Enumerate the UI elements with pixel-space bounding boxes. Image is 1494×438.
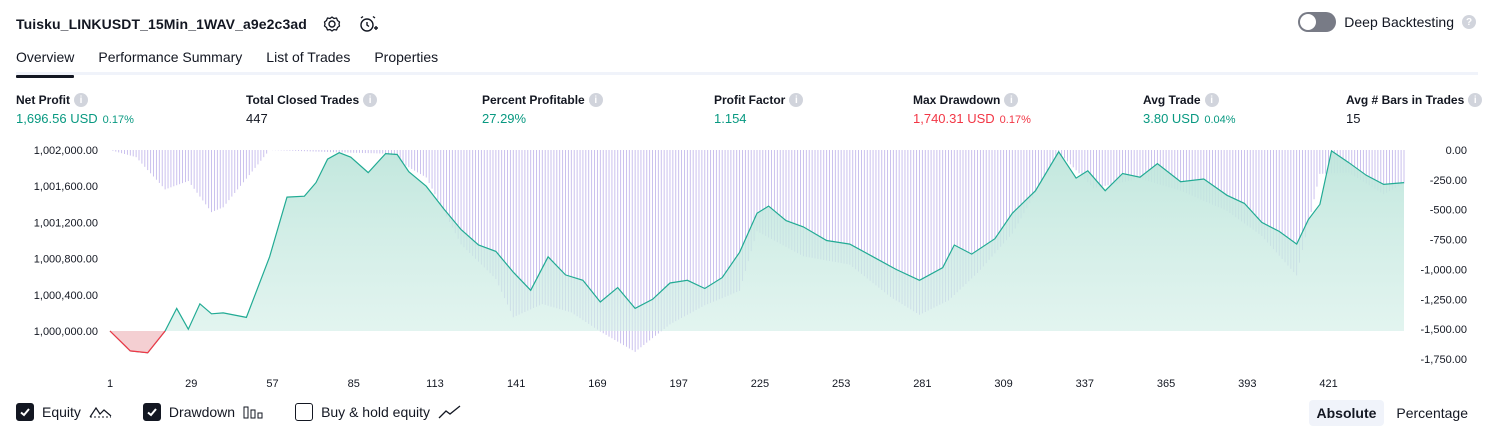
metric-value: 447 (246, 111, 268, 126)
legend-equity-label: Equity (42, 404, 81, 420)
add-alert-icon[interactable] (357, 13, 379, 35)
equity-chart-svg[interactable]: 1,002,000.00 1,001,600.00 1,001,200.00 1,00… (0, 140, 1494, 390)
legend-drawdown[interactable]: Drawdown (142, 403, 265, 421)
legend-buy-hold-label: Buy & hold equity (321, 404, 431, 420)
tab-overview[interactable]: Overview (16, 44, 75, 78)
equity-area (110, 150, 1404, 353)
absolute-button[interactable]: Absolute (1308, 400, 1385, 426)
x-axis-tick: 57 (266, 378, 278, 390)
metric-label: Avg Trade (1143, 93, 1201, 107)
metric-value: 27.29% (482, 111, 527, 126)
metric-value: 15 (1346, 111, 1361, 126)
strategy-title: Tuisku_LINKUSDT_15Min_1WAV_a9e2c3ad (16, 16, 307, 32)
info-icon[interactable]: i (1204, 93, 1219, 107)
x-axis-tick: 421 (1319, 378, 1337, 390)
metric-max-drawdown: Max Drawdown i 1,740.31 USD 0.17% (913, 93, 1031, 126)
x-axis-tick: 365 (1157, 378, 1175, 390)
right-axis-tick: -1,500.00 (1421, 324, 1467, 336)
deep-backtesting-control: Deep Backtesting ? (1298, 12, 1476, 32)
metric-label: Net Profit (16, 93, 70, 107)
info-icon[interactable]: i (588, 93, 603, 107)
legend-drawdown-label: Drawdown (168, 404, 236, 420)
x-axis-tick: 309 (994, 378, 1012, 390)
metric-avg-trade: Avg Trade i 3.80 USD 0.04% (1143, 93, 1236, 126)
x-axis-tick: 393 (1238, 378, 1256, 390)
left-axis-tick: 1,000,000.00 (34, 326, 98, 338)
left-axis-tick: 1,000,800.00 (34, 254, 98, 266)
tab-performance-summary[interactable]: Performance Summary (98, 49, 243, 65)
equity-checkbox[interactable] (16, 403, 34, 421)
info-icon[interactable]: i (1004, 93, 1019, 107)
right-axis-tick: -1,250.00 (1421, 294, 1467, 306)
metric-net-profit: Net Profit i 1,696.56 USD 0.17% (16, 93, 134, 126)
info-icon[interactable]: i (1468, 93, 1483, 107)
metric-label: Max Drawdown (913, 93, 1001, 107)
left-axis-tick: 1,001,200.00 (34, 217, 98, 229)
equity-line-icon (89, 406, 112, 418)
x-axis-tick: 281 (913, 378, 931, 390)
metric-label: Avg # Bars in Trades (1346, 93, 1465, 107)
equity-chart[interactable]: 1,002,000.00 1,001,600.00 1,001,200.00 1,00… (0, 140, 1494, 390)
left-axis-tick: 1,000,400.00 (34, 290, 98, 302)
strategy-header: Tuisku_LINKUSDT_15Min_1WAV_a9e2c3ad (16, 10, 379, 38)
right-axis-tick: 0.00 (1446, 145, 1467, 157)
right-axis-tick: -1,750.00 (1421, 354, 1467, 366)
metric-value: 1,740.31 USD (913, 111, 995, 126)
metric-value: 1.154 (714, 111, 747, 126)
toggle-knob (1300, 14, 1317, 30)
drawdown-checkbox[interactable] (142, 403, 161, 421)
x-axis-tick: 29 (185, 378, 197, 390)
metric-total-closed-trades: Total Closed Trades i 447 (246, 93, 378, 126)
info-icon[interactable]: i (363, 93, 378, 107)
help-icon[interactable]: ? (1462, 15, 1476, 29)
metric-value: 1,696.56 USD (16, 111, 98, 126)
buy-hold-line-icon (438, 405, 461, 419)
right-axis-tick: -1,000.00 (1421, 264, 1467, 276)
deep-backtesting-toggle[interactable] (1298, 12, 1337, 32)
metric-profit-factor: Profit Factor i 1.154 (714, 93, 804, 126)
info-icon[interactable]: i (789, 93, 804, 107)
legend-equity[interactable]: Equity (16, 403, 113, 421)
x-axis-tick: 337 (1076, 378, 1094, 390)
left-axis-tick: 1,002,000.00 (34, 145, 98, 157)
x-axis-tick: 225 (751, 378, 769, 390)
metric-percent: 0.17% (999, 114, 1031, 126)
equity-line (109, 149, 1405, 354)
metric-label: Profit Factor (714, 93, 786, 107)
tab-list-of-trades[interactable]: List of Trades (266, 49, 351, 65)
legend-buy-hold[interactable]: Buy & hold equity (295, 403, 462, 421)
x-axis-tick: 253 (832, 378, 850, 390)
drawdown-bars-icon (243, 406, 263, 419)
deep-backtesting-label: Deep Backtesting (1344, 14, 1454, 30)
percentage-button[interactable]: Percentage (1396, 405, 1468, 421)
equity-loss-line (109, 330, 166, 354)
tab-bar: Overview Performance Summary List of Tra… (16, 44, 1478, 78)
buy-hold-checkbox[interactable] (295, 403, 314, 421)
metric-avg-bars: Avg # Bars in Trades i 15 (1346, 93, 1483, 126)
metric-label: Percent Profitable (482, 93, 585, 107)
x-axis-tick: 197 (669, 378, 687, 390)
chart-legend: Equity Drawdown Buy & hold equity (16, 403, 462, 421)
metric-value: 3.80 USD (1143, 111, 1200, 126)
metrics-row: Net Profit i 1,696.56 USD 0.17% Total Clos… (16, 93, 1483, 133)
metric-percent-profitable: Percent Profitable i 27.29% (482, 93, 603, 126)
right-axis-tick: -500.00 (1430, 205, 1467, 217)
x-axis-tick: 141 (507, 378, 525, 390)
right-axis-tick: -250.00 (1430, 175, 1467, 187)
left-axis-tick: 1,001,600.00 (34, 181, 98, 193)
metric-percent: 0.17% (102, 114, 134, 126)
x-axis-tick: 85 (348, 378, 360, 390)
metric-label: Total Closed Trades (246, 93, 360, 107)
info-icon[interactable]: i (74, 93, 88, 107)
x-axis-tick: 169 (588, 378, 606, 390)
x-axis-tick: 113 (426, 378, 444, 390)
right-axis-tick: -750.00 (1430, 235, 1467, 247)
metric-percent: 0.04% (1204, 114, 1236, 126)
settings-icon[interactable] (321, 13, 343, 35)
scale-toggle: Absolute Percentage (1308, 400, 1477, 426)
x-axis-tick: 1 (107, 378, 113, 390)
tab-properties[interactable]: Properties (374, 49, 439, 65)
